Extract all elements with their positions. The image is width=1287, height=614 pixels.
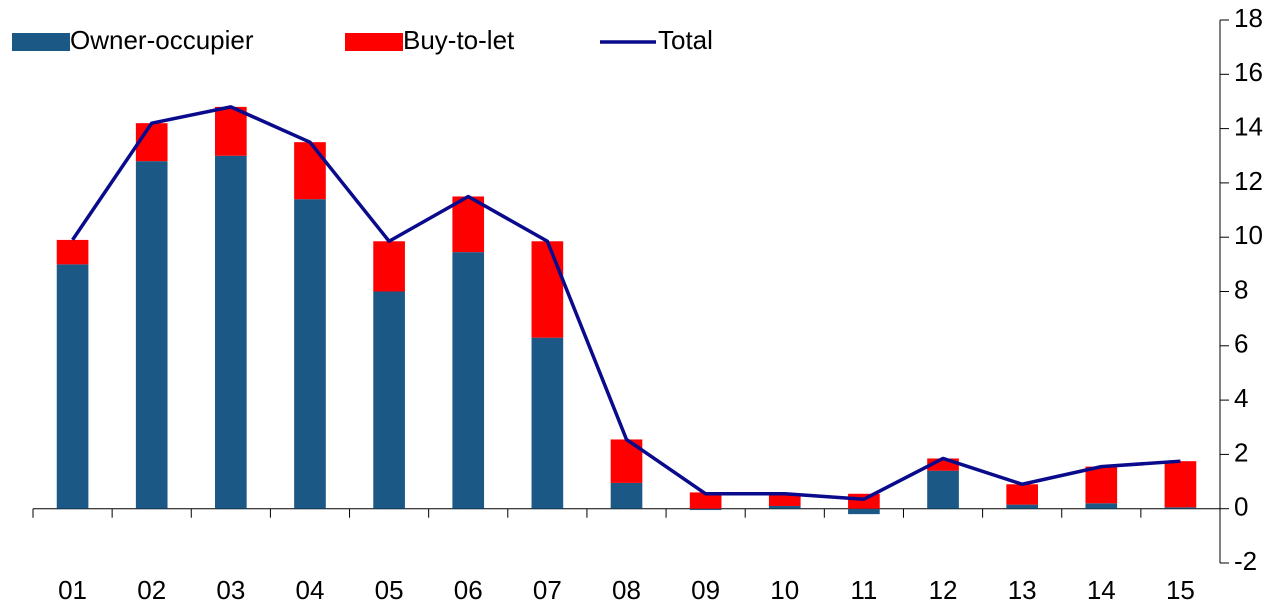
x-tick-label: 15 xyxy=(1166,575,1195,605)
bar xyxy=(135,161,168,509)
bar xyxy=(215,155,247,509)
bar xyxy=(373,241,405,292)
x-tick-label: 02 xyxy=(137,575,166,605)
bar xyxy=(294,199,326,509)
bar xyxy=(689,508,722,511)
bar xyxy=(215,106,247,156)
legend-swatch xyxy=(12,33,70,51)
bar xyxy=(1164,507,1197,509)
x-tick-label: 03 xyxy=(216,575,245,605)
y-tick-label: 8 xyxy=(1234,274,1248,304)
bar xyxy=(56,264,89,509)
bar xyxy=(56,239,89,265)
y-tick-label: 0 xyxy=(1234,492,1248,522)
x-tick-label: 01 xyxy=(58,575,87,605)
y-tick-label: 6 xyxy=(1234,329,1248,359)
legend-label: Owner-occupier xyxy=(70,25,254,55)
bar xyxy=(452,252,485,509)
line xyxy=(71,105,1181,501)
bar xyxy=(927,470,959,509)
bar xyxy=(452,196,485,253)
bar xyxy=(610,482,643,509)
bar xyxy=(1085,466,1118,504)
bar xyxy=(1164,461,1197,508)
legend-swatch xyxy=(345,33,403,51)
legend-label: Buy-to-let xyxy=(403,25,515,55)
bar xyxy=(768,505,801,509)
x-tick-label: 04 xyxy=(296,575,325,605)
y-tick-label: 12 xyxy=(1234,166,1263,196)
x-tick-label: 06 xyxy=(454,575,483,605)
bar xyxy=(1006,504,1038,509)
x-tick-label: 12 xyxy=(929,575,958,605)
legend-label: Total xyxy=(658,25,713,55)
bar xyxy=(294,142,326,200)
y-tick-label: -2 xyxy=(1234,546,1257,576)
x-tick-label: 09 xyxy=(691,575,720,605)
bar xyxy=(1085,503,1118,509)
y-tick-label: 16 xyxy=(1234,57,1263,87)
y-tick-label: 4 xyxy=(1234,383,1248,413)
y-tick-label: 10 xyxy=(1234,220,1263,250)
y-tick-label: 14 xyxy=(1234,111,1263,141)
bar xyxy=(689,492,722,509)
x-tick-label: 14 xyxy=(1087,575,1116,605)
bar xyxy=(848,493,880,509)
bar xyxy=(768,493,801,506)
x-tick-label: 07 xyxy=(533,575,562,605)
bar xyxy=(135,123,168,162)
bar xyxy=(531,337,564,509)
x-tick-label: 13 xyxy=(1008,575,1037,605)
x-tick-label: 10 xyxy=(770,575,799,605)
bar xyxy=(848,508,880,515)
x-tick-label: 05 xyxy=(375,575,404,605)
x-tick-label: 11 xyxy=(850,575,877,605)
x-tick-label: 08 xyxy=(612,575,641,605)
y-tick-label: 18 xyxy=(1234,3,1263,33)
y-tick-label: 2 xyxy=(1234,437,1248,467)
bar xyxy=(531,241,564,338)
bar xyxy=(373,291,405,509)
bar xyxy=(1006,484,1038,505)
